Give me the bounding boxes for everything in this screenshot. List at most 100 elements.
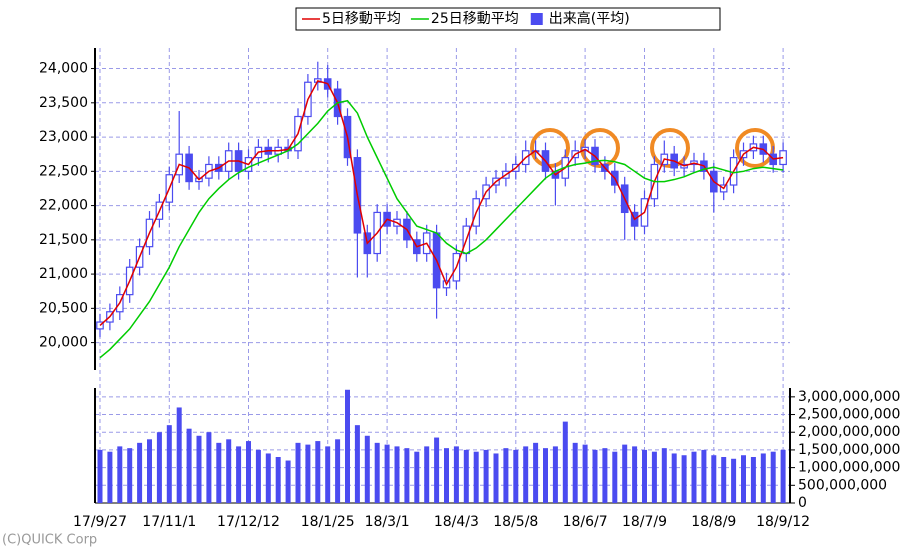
y-tick-label: 24,000 (39, 61, 88, 77)
volume-bar (137, 442, 143, 503)
volume-bar (345, 389, 350, 503)
volume-bar (661, 448, 667, 503)
x-tick-label: 18/4/3 (434, 514, 479, 530)
volume-bar (325, 446, 331, 503)
volume-bar (592, 449, 598, 503)
volume-bar (97, 449, 103, 503)
volume-bar (612, 451, 618, 503)
legend-label: 25日移動平均 (431, 11, 519, 27)
volume-bar (582, 444, 588, 503)
volume-bar (176, 407, 182, 503)
y2-tick-label: 1,000,000,000 (798, 460, 900, 476)
volume-bar (562, 421, 568, 503)
y-tick-label: 20,500 (39, 300, 88, 316)
x-tick-label: 17/11/1 (142, 514, 196, 530)
volume-bar (434, 437, 440, 503)
volume-bar (750, 457, 756, 503)
y2-tick-label: 2,500,000,000 (798, 407, 900, 423)
volume-bar (305, 444, 311, 503)
volume-bar (424, 446, 430, 503)
legend-label: 出来高(平均) (549, 10, 630, 27)
y-tick-label: 22,000 (39, 198, 88, 214)
volume-bar (651, 451, 657, 503)
volume-bar (453, 446, 459, 503)
y2-tick-label: 500,000,000 (798, 477, 887, 493)
x-tick-label: 18/1/25 (301, 514, 355, 530)
y2-tick-label: 3,000,000,000 (798, 389, 900, 405)
volume-bar (483, 449, 489, 503)
y2-tick-label: 1,500,000,000 (798, 442, 900, 458)
volume-bar (543, 448, 548, 503)
y2-tick-label: 0 (798, 495, 807, 511)
y-tick-label: 20,000 (39, 335, 88, 351)
volume-bar (394, 446, 400, 503)
y2-tick-label: 2,000,000,000 (798, 424, 900, 440)
volume-bar (275, 457, 281, 503)
x-tick-label: 18/3/1 (365, 514, 410, 530)
x-tick-label: 17/9/27 (73, 514, 127, 530)
volume-bar (147, 439, 152, 503)
x-tick-label: 18/5/8 (493, 514, 538, 530)
volume-bar (691, 451, 697, 503)
volume-bar (127, 448, 133, 503)
volume-bar (780, 449, 786, 503)
volume-bar (384, 444, 390, 503)
volume-bar (770, 451, 776, 503)
volume-bar (493, 453, 499, 503)
volume-bar (632, 446, 638, 503)
volume-bar (364, 435, 370, 503)
volume-bar (107, 451, 113, 503)
volume-bar (156, 432, 162, 503)
volume-bar (255, 449, 261, 503)
x-tick-label: 17/12/12 (217, 514, 280, 530)
legend-label: 5日移動平均 (322, 11, 401, 27)
volume-bar (602, 448, 608, 503)
volume-bar (117, 446, 123, 503)
volume-bar (186, 428, 192, 503)
legend-swatch (530, 13, 543, 25)
legend-box (295, 7, 721, 31)
volume-bar (246, 441, 251, 503)
y-tick-label: 23,000 (39, 129, 88, 145)
volume-bar (196, 435, 202, 503)
y-tick-label: 23,500 (39, 95, 88, 111)
y-tick-label: 21,500 (39, 232, 88, 248)
volume-bar (760, 453, 766, 503)
volume-bar (285, 460, 291, 503)
volume-bar (523, 446, 529, 503)
volume-bar (711, 455, 717, 503)
volume-bar (166, 425, 172, 503)
volume-bar (206, 432, 212, 503)
volume-bar (374, 442, 380, 503)
volume-bar (681, 455, 687, 503)
copyright: (C)QUICK Corp (2, 533, 97, 548)
volume-bar (533, 442, 539, 503)
volume-bar (642, 449, 647, 503)
volume-bar (265, 453, 271, 503)
volume-bar (513, 449, 519, 503)
volume-bar (226, 439, 232, 503)
y-tick-label: 21,000 (39, 266, 88, 282)
volume-bar (671, 453, 677, 503)
moving-average-line (99, 99, 784, 359)
volume-bar (335, 439, 341, 503)
y-tick-label: 22,500 (39, 163, 88, 179)
volume-bar (295, 442, 301, 503)
volume-bar (721, 457, 727, 503)
volume-bar (315, 441, 321, 503)
volume-bar (731, 458, 737, 503)
volume-bar (701, 449, 707, 503)
volume-bar (414, 451, 420, 503)
x-tick-label: 18/8/9 (691, 514, 736, 530)
volume-bar (552, 446, 558, 503)
volume-bar (503, 448, 509, 503)
volume-bar (354, 425, 360, 503)
x-tick-label: 18/7/9 (622, 514, 667, 530)
highlight-circle (650, 128, 690, 168)
volume-bar (622, 444, 628, 503)
volume-bar (404, 448, 410, 503)
volume-bar (572, 442, 578, 503)
x-tick-label: 18/6/7 (563, 514, 608, 530)
x-tick-label: 18/9/12 (756, 514, 810, 530)
